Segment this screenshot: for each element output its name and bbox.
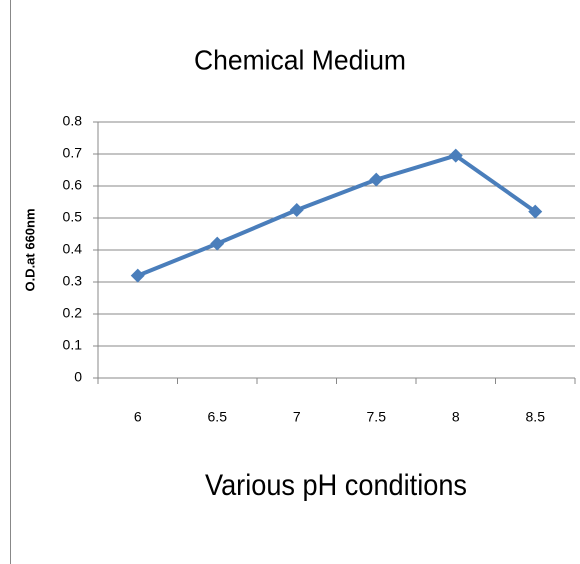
data-marker [289, 203, 304, 217]
y-tick-label: 0.4 [63, 241, 83, 257]
x-tick-label: 7 [293, 409, 301, 425]
x-tick-label: 6 [134, 409, 142, 425]
x-tick-label: 7.5 [367, 409, 387, 425]
y-tick-label: 0.6 [63, 177, 83, 193]
x-tick-label: 8.5 [526, 409, 546, 425]
data-marker [369, 172, 384, 187]
y-tick-label: 0.1 [63, 337, 83, 353]
y-tick-label: 0 [74, 369, 82, 385]
chart-title: Chemical Medium [194, 44, 406, 75]
y-tick-label: 0.7 [63, 145, 83, 161]
y-tick-label: 0.5 [63, 209, 83, 225]
data-marker [210, 236, 225, 251]
data-marker [448, 148, 463, 163]
data-line [137, 153, 537, 278]
y-axis-title: O.D.at 660nm [22, 208, 37, 291]
data-marker [528, 204, 543, 219]
y-tick-label: 0.3 [63, 273, 83, 289]
y-tick-label: 0.2 [63, 305, 83, 321]
x-tick-label: 8 [452, 409, 460, 425]
y-tick-label: 0.8 [63, 113, 83, 129]
data-marker [130, 268, 145, 283]
x-tick-label: 6.5 [208, 409, 228, 425]
x-axis-title: Various pH conditions [205, 469, 467, 502]
